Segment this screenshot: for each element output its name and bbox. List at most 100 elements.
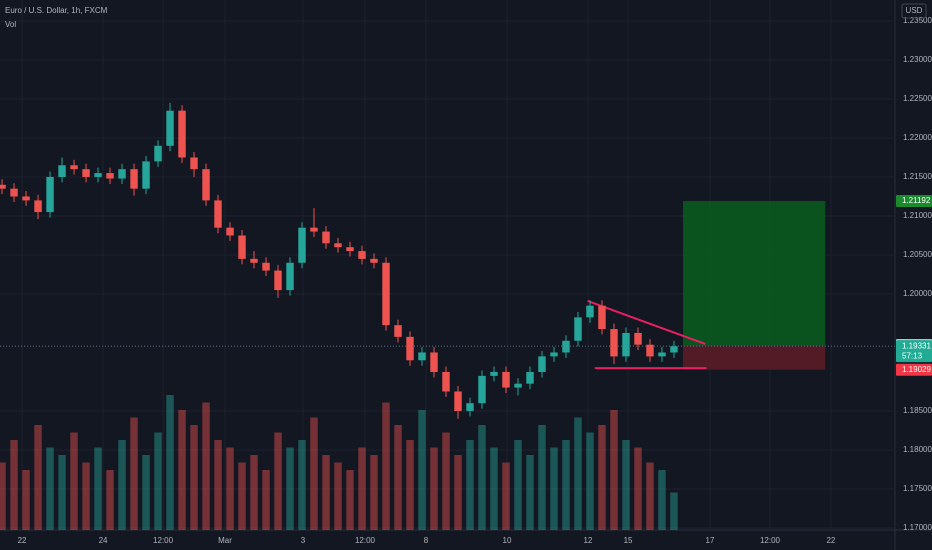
x-tick-label: 12 <box>583 536 592 545</box>
candle-body <box>442 371 450 392</box>
volume-bar <box>346 470 354 530</box>
candle-body <box>550 352 558 357</box>
x-tick-label: 8 <box>424 536 429 545</box>
volume-bar <box>94 447 102 530</box>
axes: 1.23500 1.23000 1.22500 1.22000 1.21500 1.210… <box>18 16 932 545</box>
volume-bar <box>526 455 534 530</box>
candle-body <box>646 344 654 357</box>
candle-body <box>22 196 30 201</box>
x-tick-label: 22 <box>826 536 835 545</box>
candle-body <box>118 169 126 179</box>
candle-body <box>358 251 366 259</box>
x-tick-label: 22 <box>18 536 27 545</box>
x-tick-label: Mar <box>218 536 232 545</box>
volume-bar <box>22 470 30 530</box>
candle-body <box>502 371 510 388</box>
volume-bar <box>166 395 174 530</box>
x-tick-label: 12:00 <box>760 536 781 545</box>
volume-bar <box>298 440 306 530</box>
y-tick-label: 1.21500 <box>903 172 932 181</box>
candle-body <box>394 325 402 337</box>
volume-label: Vol <box>5 20 16 29</box>
candle-body <box>634 332 642 345</box>
volume-bar <box>622 440 630 530</box>
trendline <box>587 300 706 345</box>
candle-body <box>322 231 330 244</box>
candle-body <box>586 305 594 318</box>
candle-body <box>574 317 582 341</box>
volume-bar <box>178 410 186 530</box>
grid <box>0 0 895 530</box>
volume-bar <box>274 432 282 530</box>
y-tick-label: 1.23500 <box>903 16 932 25</box>
volume-bar <box>214 440 222 530</box>
volume-bar <box>562 440 570 530</box>
y-tick-label: 1.23000 <box>903 55 932 64</box>
candle-body <box>346 247 354 252</box>
x-tick-label: 17 <box>706 536 715 545</box>
candle-body <box>106 173 114 179</box>
volume-bar <box>322 455 330 530</box>
x-tick-label: 12:00 <box>153 536 174 545</box>
volume-bar <box>574 417 582 530</box>
candle-body <box>10 188 18 197</box>
candle-body <box>130 169 138 189</box>
volume-bar <box>514 440 522 530</box>
candle-body <box>178 110 186 158</box>
volume-bar <box>250 455 258 530</box>
candle-body <box>202 169 210 201</box>
volume-bar <box>454 455 462 530</box>
candle-body <box>670 346 678 353</box>
volume-bar <box>142 455 150 530</box>
candle-body <box>226 227 234 236</box>
y-tick-label: 1.18500 <box>903 406 932 415</box>
volume-bar <box>442 432 450 530</box>
volume-bar <box>106 470 114 530</box>
volume-bar <box>610 410 618 530</box>
candle-body <box>598 305 606 330</box>
candle-body <box>382 262 390 326</box>
volume-bar <box>130 417 138 530</box>
countdown: 57:13 <box>902 351 923 360</box>
candle-body <box>526 371 534 384</box>
candle-body <box>238 235 246 259</box>
volume-bar <box>478 425 486 530</box>
loss-zone <box>682 346 826 370</box>
y-tick-label: 1.21000 <box>903 211 932 220</box>
candle-body <box>514 383 522 388</box>
candle-body <box>58 165 66 177</box>
volume-bar <box>118 440 126 530</box>
candles <box>0 102 678 419</box>
candle-body <box>334 243 342 248</box>
candle-body <box>418 352 426 361</box>
volume-bar <box>406 440 414 530</box>
volume-bar <box>466 440 474 530</box>
candle-body <box>466 403 474 411</box>
volume-bar <box>34 425 42 530</box>
candle-body <box>166 110 174 146</box>
x-tick-label: 15 <box>624 536 633 545</box>
volume-bar <box>598 425 606 530</box>
volume-bar <box>538 425 546 530</box>
y-tick-label: 1.20000 <box>903 289 932 298</box>
volume-bar <box>82 462 90 530</box>
price-label: 1.19029 <box>902 365 931 374</box>
candle-body <box>478 375 486 404</box>
candle-body <box>562 340 570 353</box>
currency-button[interactable] <box>901 3 927 19</box>
volume-bar <box>334 462 342 530</box>
candle-body <box>538 356 546 372</box>
currency[interactable]: USD <box>906 6 923 15</box>
candle-body <box>0 184 6 189</box>
volume-bar <box>10 440 18 530</box>
price-label: 1.19331 <box>902 341 931 350</box>
y-tick-label: 1.22000 <box>903 133 932 142</box>
volume-bar <box>238 462 246 530</box>
volume-bar <box>586 432 594 530</box>
volume-bar <box>226 447 234 530</box>
volume-bar <box>46 447 54 530</box>
candle-body <box>406 336 414 361</box>
y-tick-label: 1.20500 <box>903 250 932 259</box>
